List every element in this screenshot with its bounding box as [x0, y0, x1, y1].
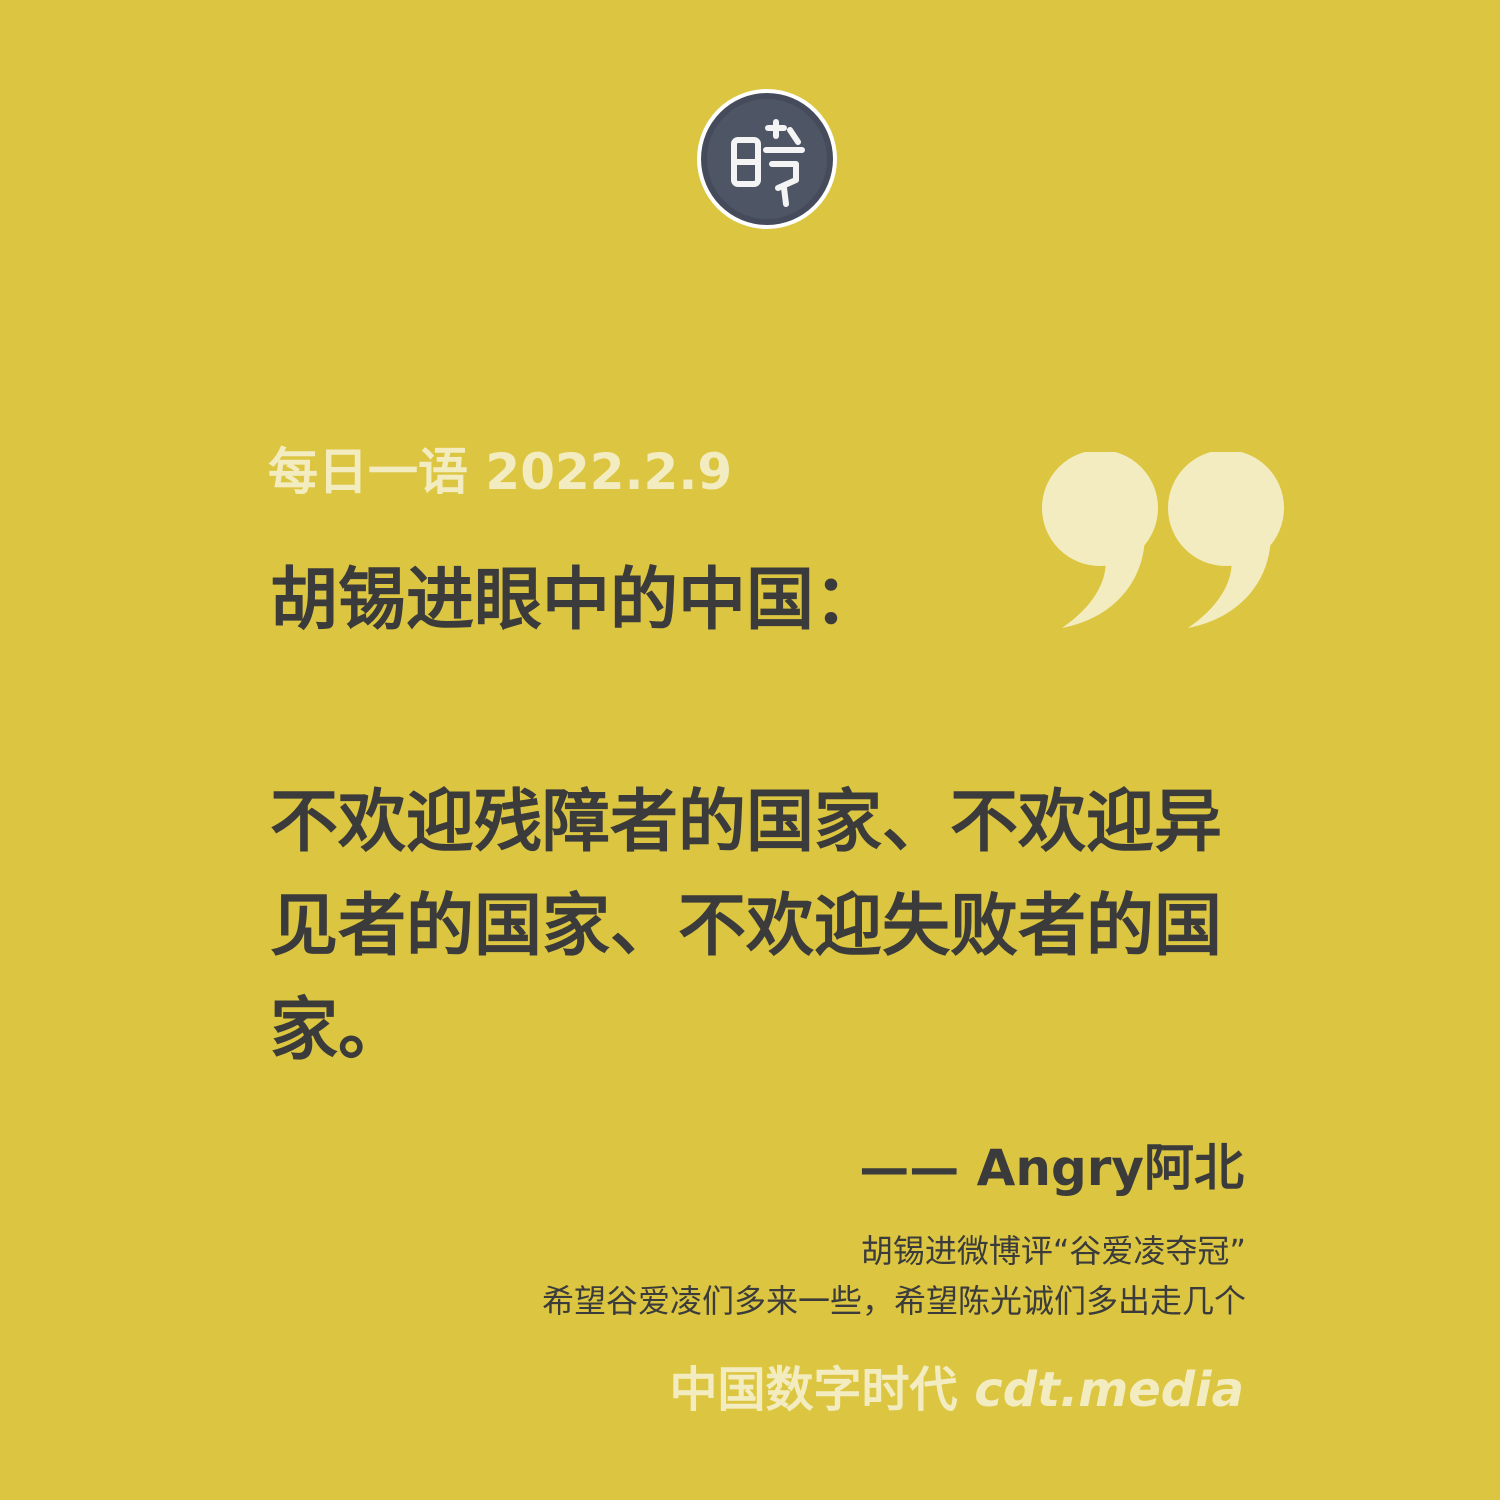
- brand-site-link[interactable]: cdt.media: [974, 1362, 1244, 1418]
- source-line: 希望谷爱凌们多来一些，希望陈光诚们多出走几个: [541, 1282, 1246, 1320]
- quote-headline: 胡锡进眼中的中国：: [270, 560, 883, 640]
- quote-line: 见者的国家、不欢迎失败者的国: [270, 886, 1223, 966]
- quote-author: —— Angry阿北: [859, 1139, 1244, 1197]
- source-line: 胡锡进微博评“谷爱凌夺冠”: [860, 1232, 1246, 1270]
- quote-line: 家。: [270, 990, 407, 1070]
- quote-source: 胡锡进微博评“谷爱凌夺冠” 希望谷爱凌们多来一些，希望陈光诚们多出走几个: [542, 1226, 1246, 1326]
- brand-name: 中国数字时代: [669, 1362, 958, 1418]
- quote-line: 不欢迎残障者的国家、不欢迎异: [270, 782, 1223, 862]
- daily-quote-date: 每日一语 2022.2.9: [268, 443, 733, 501]
- quotation-mark-icon: [1040, 452, 1290, 632]
- cdt-seal-logo-icon: [696, 88, 838, 230]
- footer-brand: 中国数字时代 cdt.media: [670, 1350, 1245, 1420]
- quote-body: 不欢迎残障者的国家、不欢迎异 见者的国家、不欢迎失败者的国 家。: [270, 770, 1260, 1082]
